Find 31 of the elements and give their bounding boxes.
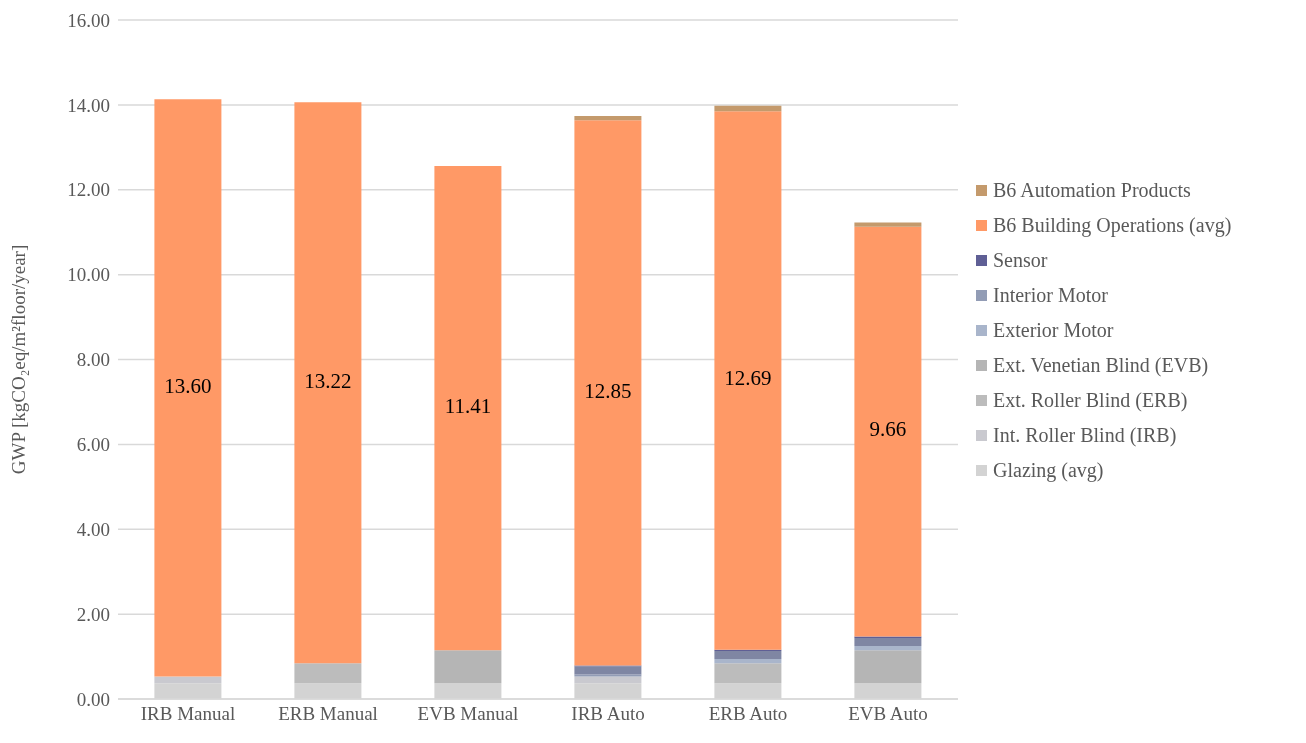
legend-label: Glazing (avg) bbox=[993, 458, 1104, 482]
x-tick-label: EVB Manual bbox=[417, 703, 519, 725]
y-tick-label: 12.00 bbox=[67, 179, 110, 201]
legend-label: Int. Roller Blind (IRB) bbox=[993, 423, 1177, 447]
legend-label: B6 Building Operations (avg) bbox=[993, 213, 1232, 237]
y-tick-label: 14.00 bbox=[67, 94, 110, 116]
y-tick-label: 2.00 bbox=[76, 603, 110, 625]
y-tick-label: 0.00 bbox=[76, 688, 110, 710]
legend-label: Ext. Venetian Blind (EVB) bbox=[993, 353, 1209, 377]
data-label: 13.60 bbox=[164, 373, 212, 398]
x-tick-label: IRB Auto bbox=[571, 703, 645, 725]
data-label: 11.41 bbox=[444, 393, 492, 418]
x-tick-label: ERB Auto bbox=[708, 703, 788, 725]
legend-label: Exterior Motor bbox=[993, 318, 1114, 342]
y-tick-label: 16.00 bbox=[67, 9, 110, 31]
x-tick-label: EVB Auto bbox=[848, 703, 928, 725]
legend-label: Interior Motor bbox=[993, 283, 1108, 307]
x-tick-label: IRB Manual bbox=[140, 703, 236, 725]
legend-label: Ext. Roller Blind (ERB) bbox=[993, 388, 1188, 412]
data-label: 12.69 bbox=[724, 366, 772, 391]
y-tick-label: 6.00 bbox=[76, 434, 110, 456]
legend-label: Sensor bbox=[993, 248, 1048, 272]
y-axis-title: GWP [kgCO₂eq/m²floor/year] bbox=[7, 244, 29, 475]
x-tick-label: ERB Manual bbox=[278, 703, 378, 725]
data-label: 9.66 bbox=[869, 417, 907, 442]
legend-label: B6 Automation Products bbox=[993, 178, 1191, 202]
y-tick-label: 10.00 bbox=[67, 264, 110, 286]
data-label: 12.85 bbox=[584, 378, 632, 403]
y-tick-label: 8.00 bbox=[76, 349, 110, 371]
y-tick-label: 4.00 bbox=[76, 518, 110, 540]
data-label: 13.22 bbox=[304, 368, 352, 393]
